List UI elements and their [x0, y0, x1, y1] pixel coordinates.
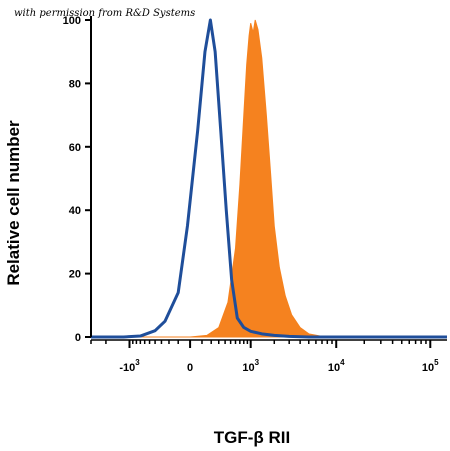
x-tick-label: 103 — [242, 358, 259, 374]
x-axis-ticks: -103 0 103 104 105 — [90, 340, 439, 374]
x-axis-label: TGF-β RII — [214, 428, 290, 447]
y-tick-label: 40 — [69, 205, 81, 217]
y-axis-label: Relative cell number — [4, 120, 23, 286]
y-tick-label: 100 — [63, 15, 81, 27]
x-tick-label: -103 — [119, 358, 140, 374]
x-tick-label: 104 — [328, 358, 345, 374]
y-tick-label: 60 — [69, 142, 81, 154]
filled-histogram — [91, 19, 447, 338]
x-tick-label: 0 — [187, 362, 193, 374]
x-tick-label: 105 — [422, 358, 439, 374]
plot-area — [91, 18, 447, 339]
y-tick-label: 20 — [69, 269, 81, 281]
y-axis-ticks: 0 20 40 60 80 100 — [63, 15, 91, 344]
watermark-text: with permission from R&D Systems — [14, 8, 195, 19]
control-histogram-line — [91, 18, 447, 339]
y-tick-label: 80 — [69, 78, 81, 90]
y-tick-label: 0 — [75, 332, 81, 344]
